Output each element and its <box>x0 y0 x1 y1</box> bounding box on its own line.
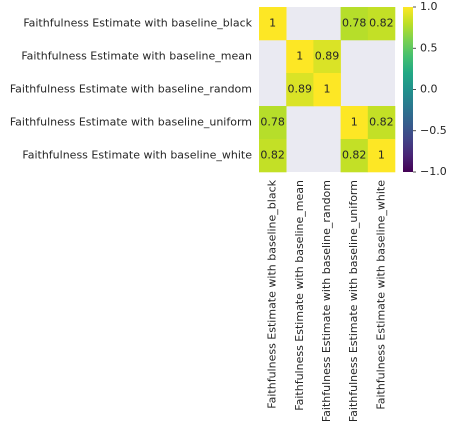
x-tick-label: Faithfulness Estimate with baseline_blac… <box>266 179 279 408</box>
heatmap-cell <box>286 40 314 74</box>
cell-label: 0.89 <box>288 83 313 96</box>
cell-label: 0.78 <box>342 17 367 30</box>
heatmap-cell <box>340 7 369 41</box>
cell-label: 1 <box>296 50 303 63</box>
colorbar <box>403 7 413 172</box>
heatmap-cell <box>367 7 396 41</box>
y-tick-label: Faithfulness Estimate with baseline_mean <box>21 50 252 63</box>
colorbar-tick-label: 0.0 <box>420 83 438 96</box>
heatmap-cell <box>367 106 396 140</box>
cell-label: 0.82 <box>369 17 394 30</box>
cell-label: 1 <box>351 116 358 129</box>
cell-label: 1 <box>269 17 276 30</box>
heatmap-cell <box>259 106 287 140</box>
heatmap-cell <box>259 139 287 173</box>
y-tick-label: Faithfulness Estimate with baseline_whit… <box>22 149 252 162</box>
y-tick-label: Faithfulness Estimate with baseline_blac… <box>23 17 252 30</box>
heatmap-cell <box>367 139 396 173</box>
cell-label: 0.82 <box>342 149 367 162</box>
x-tick-label: Faithfulness Estimate with baseline_whit… <box>374 180 387 410</box>
cell-label: 0.82 <box>260 149 285 162</box>
heatmap-cell <box>340 106 369 140</box>
cell-label: 0.89 <box>315 50 340 63</box>
cell-label: 1 <box>378 149 385 162</box>
y-tick-label: Faithfulness Estimate with baseline_unif… <box>10 116 252 129</box>
x-tick-label: Faithfulness Estimate with baseline_mean <box>293 180 306 411</box>
cell-label: 0.82 <box>369 116 394 129</box>
colorbar-tick-label: −0.5 <box>420 124 447 137</box>
heatmap-cell <box>340 139 369 173</box>
x-tick-label: Faithfulness Estimate with baseline_unif… <box>347 180 360 422</box>
y-tick-label: Faithfulness Estimate with baseline_rand… <box>10 83 252 96</box>
heatmap-cell <box>286 73 314 107</box>
heatmap-cell <box>313 40 341 74</box>
cell-label: 1 <box>324 83 331 96</box>
colorbar-tick-label: 1.0 <box>420 0 438 13</box>
cell-label: 0.78 <box>260 116 285 129</box>
colorbar-tick-label: 0.5 <box>420 41 438 54</box>
colorbar-tick-label: −1.0 <box>420 165 447 178</box>
x-tick-label: Faithfulness Estimate with baseline_rand… <box>320 180 333 422</box>
heatmap-cell <box>259 7 287 41</box>
heatmap-cell <box>313 73 341 107</box>
